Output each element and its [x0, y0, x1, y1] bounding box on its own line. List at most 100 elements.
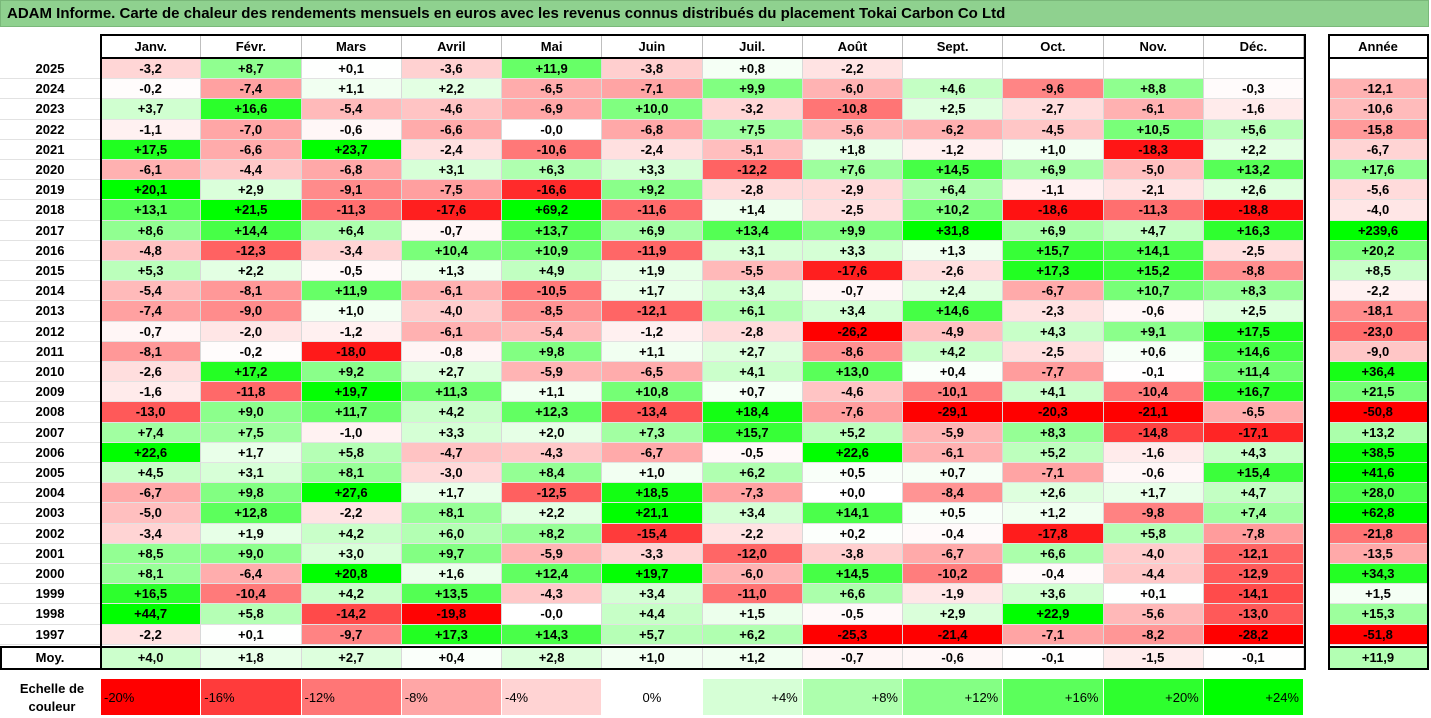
- heatmap-cell: +13,2: [1203, 160, 1304, 181]
- heatmap-cell: +1,3: [401, 261, 502, 282]
- heatmap-cell: -6,8: [602, 119, 703, 140]
- color-scale-swatch: 0%: [602, 679, 703, 715]
- month-header: Mars: [302, 35, 402, 57]
- heatmap-cell: +5,8: [301, 442, 402, 463]
- heatmap-cell: +3,3: [401, 422, 502, 443]
- heatmap-cell: -7,1: [1003, 624, 1104, 645]
- heatmap-cell: -1,6: [1103, 442, 1204, 463]
- heatmap-cell: -13,0: [101, 402, 202, 423]
- month-header: Janv.: [101, 35, 202, 57]
- heatmap-cell: +12,8: [201, 503, 302, 524]
- heatmap-cell: +15,2: [1103, 261, 1204, 282]
- annual-cell: +15,3: [1329, 604, 1428, 625]
- heatmap-cell: +19,7: [301, 382, 402, 403]
- heatmap-cell: +27,6: [301, 483, 402, 504]
- heatmap-cell: -18,8: [1203, 200, 1304, 221]
- annual-cell: +21,5: [1329, 382, 1428, 403]
- heatmap-cell: -2,1: [1103, 180, 1204, 201]
- heatmap-cell: -3,4: [101, 523, 202, 544]
- heatmap-cell: +14,6: [1203, 341, 1304, 362]
- year-label: 1997: [0, 625, 100, 645]
- heatmap-cell: +16,7: [1203, 382, 1304, 403]
- heatmap-cell: -13,0: [1203, 604, 1304, 625]
- report-title: ADAM Informe. Carte de chaleur des rende…: [0, 0, 1429, 27]
- color-scale-swatch: +16%: [1003, 679, 1104, 715]
- heatmap-cell: -2,7: [1003, 99, 1104, 120]
- heatmap-cell: +22,9: [1003, 604, 1104, 625]
- heatmap-cell: -25,3: [802, 624, 903, 645]
- heatmap-cell: +1,3: [903, 240, 1004, 261]
- heatmap-cell: +13,0: [802, 362, 903, 383]
- heatmap-cell: +6,4: [301, 220, 402, 241]
- average-annual-cell: +11,9: [1329, 647, 1428, 669]
- heatmap-cell: [1003, 59, 1104, 80]
- heatmap-cell: +4,7: [1203, 483, 1304, 504]
- heatmap-cell: [1103, 59, 1204, 80]
- year-label: 2008: [0, 402, 100, 423]
- heatmap-cell: +7,6: [802, 160, 903, 181]
- heatmap-cell: -29,1: [903, 402, 1004, 423]
- heatmap-cell: +10,2: [903, 200, 1004, 221]
- annual-cell: +41,6: [1329, 463, 1428, 484]
- year-label: 2022: [0, 120, 100, 140]
- heatmap-cell: -6,6: [401, 119, 502, 140]
- heatmap-cell: -2,0: [201, 321, 302, 342]
- heatmap-cell: +4,2: [401, 402, 502, 423]
- heatmap-cell: -1,0: [301, 422, 402, 443]
- heatmap-cell: +6,9: [1003, 160, 1104, 181]
- color-scale-swatch: +24%: [1203, 679, 1304, 715]
- heatmap-cell: +8,1: [401, 503, 502, 524]
- heatmap-cell: -7,6: [802, 402, 903, 423]
- heatmap-cell: -8,5: [502, 301, 603, 322]
- color-scale-swatch: +20%: [1103, 679, 1204, 715]
- heatmap-cell: -9,7: [301, 624, 402, 645]
- heatmap-cell: +69,2: [502, 200, 603, 221]
- heatmap-cell: -10,2: [903, 564, 1004, 585]
- annual-cell: -18,1: [1329, 301, 1428, 322]
- heatmap-cell: +10,8: [602, 382, 703, 403]
- heatmap-cell: -17,1: [1203, 422, 1304, 443]
- heatmap-cell: -8,4: [903, 483, 1004, 504]
- heatmap-cell: -6,1: [401, 321, 502, 342]
- heatmap-cell: +4,1: [1003, 382, 1104, 403]
- heatmap-cell: +14,5: [903, 160, 1004, 181]
- heatmap-cell: -4,0: [1103, 543, 1204, 564]
- heatmap-cell: -2,2: [702, 523, 803, 544]
- color-scale-swatch: +4%: [702, 679, 803, 715]
- heatmap-cell: -2,5: [802, 200, 903, 221]
- month-header: Mai: [502, 35, 603, 57]
- heatmap-cell: +0,8: [702, 59, 803, 80]
- heatmap-cell: +21,1: [602, 503, 703, 524]
- heatmap-cell: -2,8: [702, 321, 803, 342]
- heatmap-cell: -8,6: [802, 341, 903, 362]
- heatmap-cell: -0,3: [1203, 79, 1304, 100]
- heatmap-cell: -8,2: [1103, 624, 1204, 645]
- heatmap-cell: +23,7: [301, 139, 402, 160]
- month-header: Août: [803, 35, 903, 57]
- heatmap-cell: -6,0: [802, 79, 903, 100]
- heatmap-cell: +1,7: [602, 281, 703, 302]
- heatmap-cell: +0,6: [1103, 341, 1204, 362]
- heatmap-cell: +2,9: [903, 604, 1004, 625]
- heatmap-cell: +7,5: [702, 119, 803, 140]
- heatmap-cell: -6,1: [1103, 99, 1204, 120]
- annual-cell: +34,3: [1329, 564, 1428, 585]
- color-scale-swatch: -8%: [401, 679, 502, 715]
- heatmap-cell: +10,7: [1103, 281, 1204, 302]
- heatmap-cell: -12,1: [602, 301, 703, 322]
- heatmap-cell: +20,8: [301, 564, 402, 585]
- heatmap-cell: +0,1: [201, 624, 302, 645]
- heatmap-cell: -6,7: [903, 543, 1004, 564]
- heatmap-cell: +19,7: [602, 564, 703, 585]
- heatmap-cell: +2,6: [1003, 483, 1104, 504]
- heatmap-cell: +11,3: [401, 382, 502, 403]
- heatmap-cell: +6,3: [502, 160, 603, 181]
- heatmap-cell: +17,5: [1203, 321, 1304, 342]
- heatmap-cell: -2,3: [1003, 301, 1104, 322]
- annual-cell: -13,5: [1329, 543, 1428, 564]
- heatmap-cell: -7,1: [602, 79, 703, 100]
- heatmap-cell: +6,2: [702, 463, 803, 484]
- heatmap-cell: +2,2: [502, 503, 603, 524]
- heatmap-cell: +0,1: [301, 59, 402, 80]
- annual-cell: +38,5: [1329, 442, 1428, 463]
